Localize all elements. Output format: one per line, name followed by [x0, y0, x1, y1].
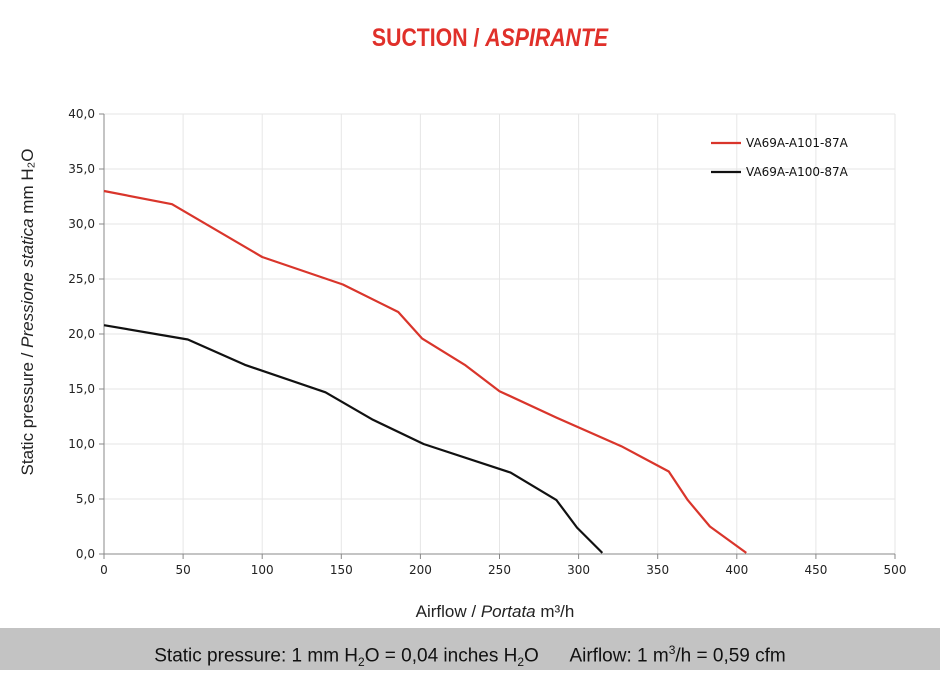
x-tick-label: 100 [251, 563, 274, 577]
chart-title: SUCTION / ASPIRANTE [371, 24, 609, 52]
y-tick-label: 0,0 [76, 547, 95, 561]
x-tick-label: 250 [488, 563, 511, 577]
legend-label: VA69A-A101-87A [746, 136, 849, 150]
legend-label: VA69A-A100-87A [746, 165, 849, 179]
x-tick-label: 300 [567, 563, 590, 577]
x-tick-label: 450 [804, 563, 827, 577]
x-tick-label: 0 [100, 563, 108, 577]
y-tick-label: 25,0 [68, 272, 95, 286]
y-tick-label: 35,0 [68, 162, 95, 176]
chart: 0 50 100 150 200 250 300 350 400 450 500 0,0 5,0 10,0… [18, 107, 907, 621]
y-tick-label: 5,0 [76, 492, 95, 506]
series-line-1 [103, 324, 604, 554]
x-tick-label: 200 [409, 563, 432, 577]
x-tick-label: 50 [175, 563, 190, 577]
footer-conversion-note: Static pressure: 1 mm H2O = 0,04 inches … [0, 628, 940, 670]
x-tick-label: 350 [646, 563, 669, 577]
y-tick-label: 15,0 [68, 382, 95, 396]
y-tick-label: 40,0 [68, 107, 95, 121]
x-tick-label: 500 [884, 563, 907, 577]
x-tick-label: 400 [725, 563, 748, 577]
y-tick-label: 20,0 [68, 327, 95, 341]
y-tick-label: 10,0 [68, 437, 95, 451]
y-tick-label: 30,0 [68, 217, 95, 231]
x-axis-label: Airflow / Portata m³/h [416, 602, 575, 621]
series-line-0 [103, 189, 747, 554]
x-tick-label: 150 [330, 563, 353, 577]
y-axis-label: Static pressure / Pressione statica mm H… [18, 149, 37, 476]
